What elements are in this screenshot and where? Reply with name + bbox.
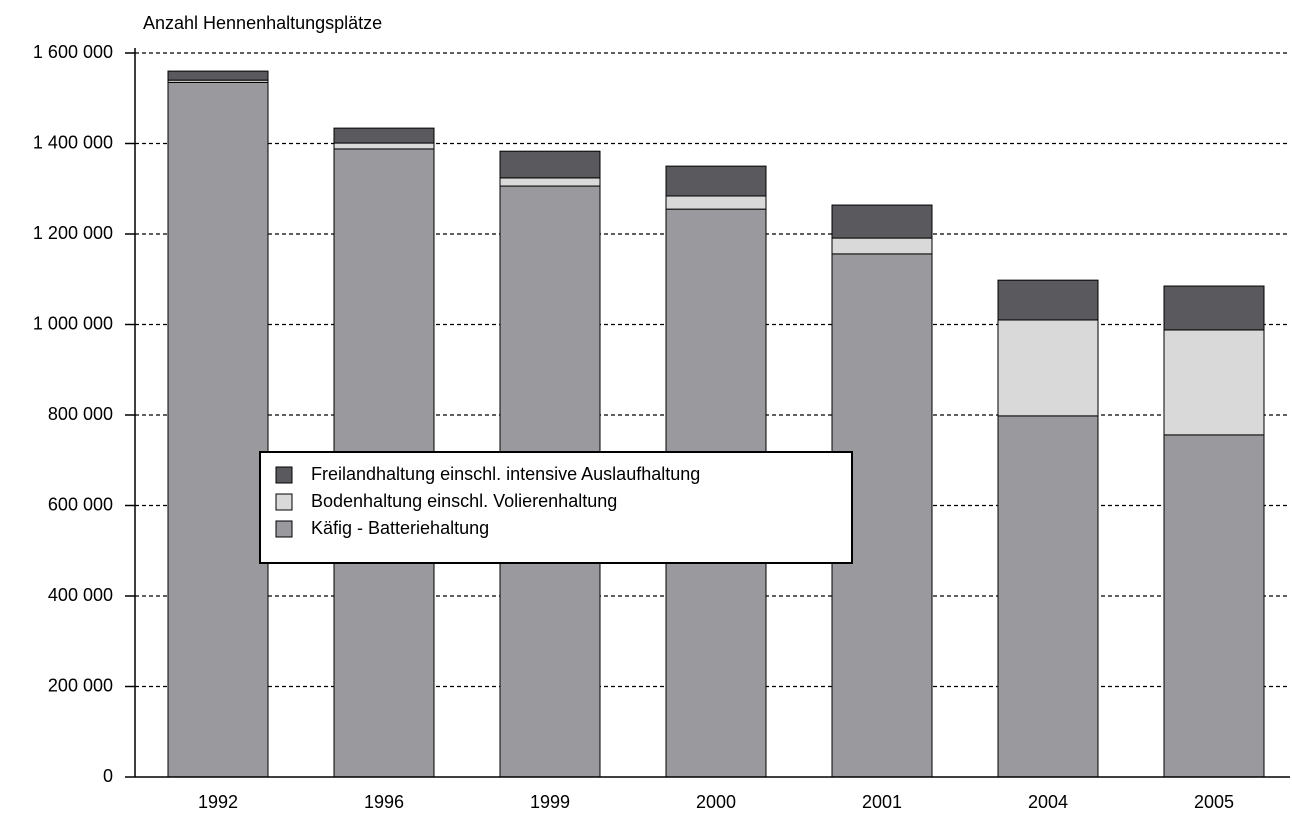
- y-tick-label: 1 200 000: [33, 223, 113, 243]
- legend-swatch: [275, 520, 293, 538]
- bar-segment: [499, 177, 601, 187]
- bar-segment: [665, 195, 767, 210]
- y-tick-label: 800 000: [48, 404, 113, 424]
- legend-swatch: [275, 466, 293, 484]
- x-tick-label: 2001: [862, 792, 902, 812]
- bar-segment: [499, 150, 601, 179]
- legend-label: Käfig - Batteriehaltung: [311, 518, 489, 538]
- bar-segment: [665, 165, 767, 197]
- y-tick-label: 1 600 000: [33, 42, 113, 62]
- y-tick-label: 1 000 000: [33, 313, 113, 333]
- bar-segment: [167, 81, 269, 778]
- legend-swatch: [275, 493, 293, 511]
- x-tick-label: 2005: [1194, 792, 1234, 812]
- legend-label: Bodenhaltung einschl. Volierenhaltung: [311, 491, 617, 511]
- y-tick-label: 0: [103, 766, 113, 786]
- legend-label: Freilandhaltung einschl. intensive Ausla…: [311, 464, 700, 484]
- bar-segment: [997, 319, 1099, 417]
- x-tick-label: 1999: [530, 792, 570, 812]
- x-tick-label: 1996: [364, 792, 404, 812]
- x-tick-label: 2004: [1028, 792, 1068, 812]
- bar-segment: [997, 279, 1099, 321]
- y-tick-label: 1 400 000: [33, 132, 113, 152]
- y-tick-label: 400 000: [48, 585, 113, 605]
- x-tick-label: 1992: [198, 792, 238, 812]
- bar-segment: [831, 237, 933, 255]
- bar-segment: [333, 142, 435, 150]
- y-tick-label: 200 000: [48, 675, 113, 695]
- bar-segment: [167, 70, 269, 81]
- y-tick-label: 600 000: [48, 494, 113, 514]
- bar-segment: [1163, 434, 1265, 778]
- y-axis-title: Anzahl Hennenhaltungsplätze: [143, 13, 382, 33]
- bar-segment: [1163, 285, 1265, 331]
- bar-segment: [333, 127, 435, 144]
- x-tick-label: 2000: [696, 792, 736, 812]
- bar-segment: [831, 204, 933, 239]
- legend-box: [259, 451, 853, 564]
- bar-segment: [997, 415, 1099, 778]
- bar-segment: [1163, 329, 1265, 436]
